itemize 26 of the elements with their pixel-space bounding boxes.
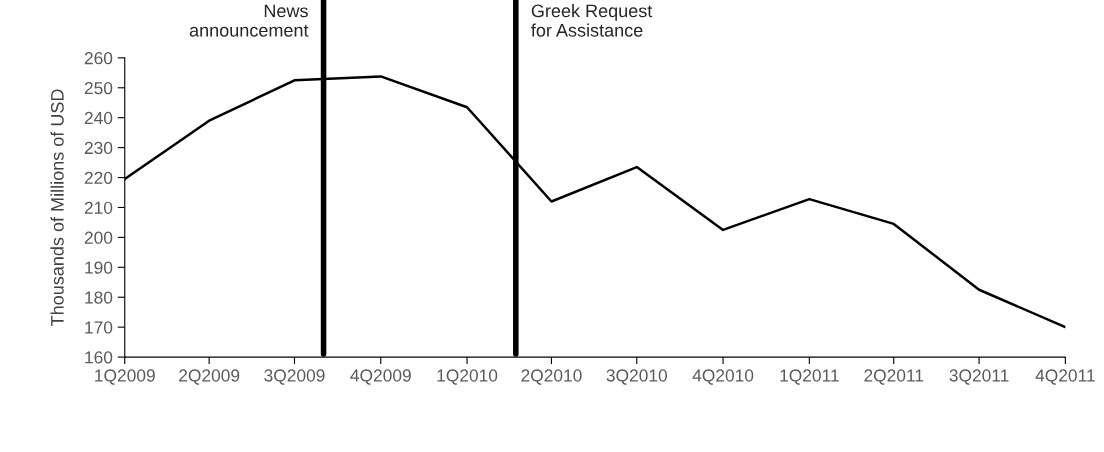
x-tick-label: 2Q2010: [521, 369, 582, 385]
x-tick-label: 2Q2011: [864, 369, 924, 385]
y-tick-label: 240: [84, 111, 113, 125]
y-tick-label: 230: [84, 141, 113, 155]
x-tick-label: 1Q2011: [780, 369, 839, 385]
x-tick-label: 1Q2009: [95, 369, 155, 385]
y-axis-title: Thousands of Millions of USD: [50, 89, 64, 326]
x-tick-label: 3Q2011: [949, 369, 1009, 385]
y-tick-label: 200: [84, 231, 113, 244]
x-tick-label: 2Q2009: [179, 369, 240, 385]
y-tick-label: 170: [85, 321, 113, 334]
x-tick-label: 4Q2009: [350, 369, 411, 385]
y-tick-label: 190: [85, 261, 113, 274]
y-tick-label: 250: [84, 81, 113, 95]
x-tick-label: 3Q2009: [264, 369, 325, 385]
y-tick-label: 220: [84, 171, 113, 185]
y-tick-label: 210: [84, 201, 113, 214]
y-tick-label: 260: [84, 52, 113, 65]
x-tick-label: 3Q2010: [606, 369, 667, 385]
ref-line-label: News announcement: [189, 4, 309, 37]
x-tick-label: 4Q2010: [692, 369, 754, 385]
x-tick-label: 1Q2010: [437, 369, 498, 385]
ref-line-label: Greek Request for Assistance: [531, 4, 653, 37]
y-tick-label: 180: [85, 291, 113, 304]
x-tick-label: 4Q2011: [1035, 369, 1095, 385]
y-tick-label: 160: [85, 351, 113, 364]
